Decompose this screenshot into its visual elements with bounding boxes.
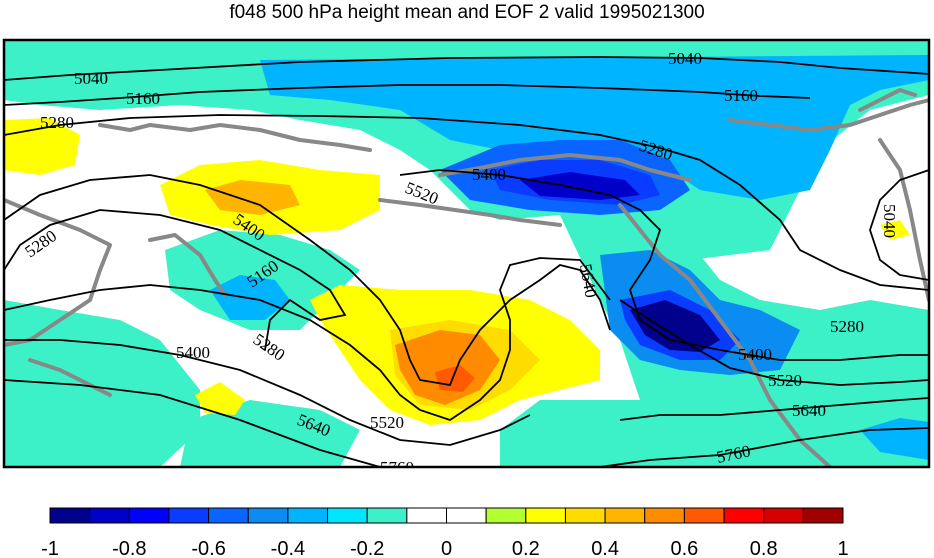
map-frame <box>2 38 931 469</box>
contour-label-5760-w: 5760 <box>380 458 414 477</box>
pos-region-southwest <box>195 382 245 415</box>
colorbar-box <box>723 507 765 524</box>
coastline-japan <box>28 358 112 397</box>
colorbar-box <box>683 507 725 524</box>
pos-region-east-edge <box>880 220 910 240</box>
colorbar-box <box>485 507 527 524</box>
colorbar-tick-label: 1 <box>837 538 848 558</box>
colorbar-box <box>49 507 91 524</box>
contour-label-5400-n: 5400 <box>472 165 506 184</box>
contour-5520-east <box>619 299 929 386</box>
colorbar-tick-label: 0.2 <box>512 538 540 558</box>
coastline-na-interior <box>878 138 929 302</box>
map-area: 5040 5040 5160 5160 5280 5280 5280 5280 … <box>4 40 929 477</box>
coastline-alaska <box>438 153 692 182</box>
contour-label-5280-e: 5280 <box>830 317 864 336</box>
contour-label-5640-e: 5640 <box>792 401 826 420</box>
colorbar-box <box>604 507 646 524</box>
neg-region-top-light <box>260 55 929 200</box>
neg-region-lower-left <box>180 400 360 467</box>
contour-5400-east <box>399 169 929 361</box>
coastline-aleutians <box>378 198 562 227</box>
coastline-hudson <box>858 88 917 112</box>
colorbar-tick-label: 0.6 <box>670 538 698 558</box>
contour-5400 <box>4 174 611 387</box>
pos-center-south <box>435 365 475 392</box>
colorbar-tick-label: -0.8 <box>112 538 146 558</box>
contour-5280-north <box>4 114 929 291</box>
colorbar-box <box>287 507 329 524</box>
contour-5760 <box>4 379 381 467</box>
colorbar-box <box>128 507 170 524</box>
colorbar-tick-label: -0.4 <box>271 538 305 558</box>
colorbar-box <box>247 507 289 524</box>
contour-label-5160-east: 5160 <box>724 86 758 105</box>
pos-region-south-orange <box>395 330 500 405</box>
colorbar-box <box>446 507 487 524</box>
colorbar-box <box>763 507 804 524</box>
contour-5040-east <box>869 169 929 281</box>
coastline-asia-east <box>4 198 112 347</box>
coastline-na-west <box>618 203 832 467</box>
coastline-kamchatka <box>148 233 227 297</box>
colorbar-tick-label: 0 <box>441 538 452 558</box>
colorbar-tick-labels: -1 -0.8 -0.6 -0.4 -0.2 0 0.2 0.4 0.6 0.8 1 <box>41 538 848 558</box>
positive-anomaly-fill <box>4 118 910 425</box>
colorbar-box <box>564 507 606 524</box>
coastline-na-north <box>728 98 929 132</box>
negative-anomaly-fill <box>4 40 929 467</box>
contour-label-5280-nw: 5280 <box>40 113 74 132</box>
pos-region-north-central-orange <box>205 180 300 215</box>
colorbar <box>49 507 844 524</box>
contour-label-5400-e: 5400 <box>738 345 772 364</box>
contour-label-5400-w: 5400 <box>176 343 210 362</box>
colorbar-tick-label: -0.6 <box>191 538 225 558</box>
neg-region-west <box>4 300 200 467</box>
colorbar-box <box>208 507 249 524</box>
colorbar-box <box>327 507 368 524</box>
colorbar-box <box>366 507 408 524</box>
contour-5760-east <box>599 427 929 467</box>
colorbar-tick-label: -1 <box>41 538 59 558</box>
colorbar-box <box>644 507 685 524</box>
colorbar-tick-label: 0.8 <box>750 538 778 558</box>
colorbar-box <box>168 507 210 524</box>
neg-center-south-core <box>630 300 720 352</box>
neg-center-north-core <box>520 172 640 200</box>
coastline-northwest <box>98 123 372 152</box>
contour-5640 <box>4 339 531 446</box>
contour-5040 <box>4 56 929 81</box>
colorbar-tick-label: 0.4 <box>591 538 619 558</box>
contour-5520 <box>4 257 611 421</box>
plot-title: f048 500 hPa height mean and EOF 2 valid… <box>229 2 705 23</box>
contour-5640-east <box>619 397 929 421</box>
contour-label-5520-s: 5520 <box>370 413 404 432</box>
contour-5280-west <box>4 209 347 351</box>
contour-label-5040-west: 5040 <box>74 69 108 88</box>
contour-label-5160-west: 5160 <box>126 89 160 108</box>
contour-5160 <box>4 84 811 106</box>
colorbar-box <box>89 507 130 524</box>
coastlines <box>4 88 929 467</box>
contour-label-5040-east: 5040 <box>668 49 702 68</box>
contour-label-5040-far-east: 5040 <box>880 204 899 238</box>
colorbar-tick-label: -0.2 <box>350 538 384 558</box>
colorbar-box <box>802 507 844 524</box>
colorbar-box <box>406 507 448 524</box>
colorbar-box <box>525 507 566 524</box>
contour-label-5520-e: 5520 <box>768 371 802 390</box>
height-contours <box>4 56 929 467</box>
